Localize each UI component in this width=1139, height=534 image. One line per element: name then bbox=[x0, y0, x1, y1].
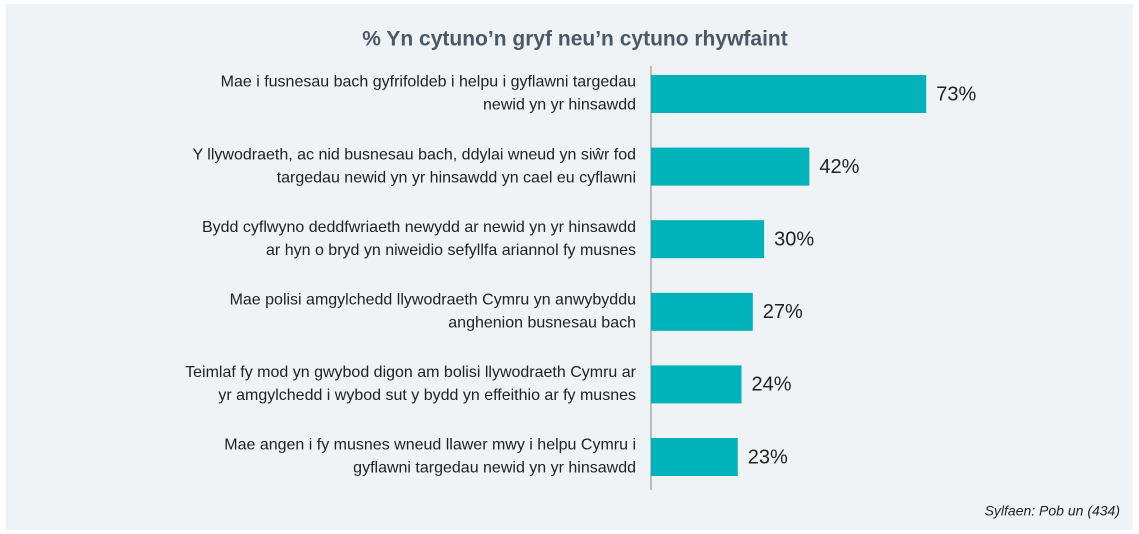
category-label: newid yn yr hinsawdd bbox=[483, 97, 636, 114]
source-note: Sylfaen: Pob un (434) bbox=[985, 503, 1120, 519]
category-label: Y llywodraeth, ac nid busnesau bach, ddy… bbox=[192, 146, 636, 163]
bar bbox=[651, 365, 742, 404]
panel bbox=[6, 4, 1133, 530]
category-label: gyflawni targedau newid yn yr hinsawdd bbox=[353, 460, 636, 477]
bar bbox=[651, 292, 753, 331]
value-label: 23% bbox=[748, 446, 788, 468]
value-label: 24% bbox=[751, 374, 791, 396]
value-label: 30% bbox=[774, 228, 814, 250]
category-label: Bydd cyflwyno deddfwriaeth newydd ar new… bbox=[202, 219, 636, 236]
chart-title: % Yn cytuno’n gryf neu’n cytuno rhywfain… bbox=[362, 28, 787, 51]
value-label: 42% bbox=[819, 156, 859, 178]
bar bbox=[651, 147, 810, 186]
category-label: Teimlaf fy mod yn gwybod digon am bolisi… bbox=[185, 364, 637, 381]
category-label: targedau newid yn yr hinsawdd yn cael eu… bbox=[277, 169, 636, 186]
category-label: Mae i fusnesau bach gyfrifoldeb i helpu … bbox=[221, 74, 636, 91]
category-label: Mae angen i fy musnes wneud llawer mwy i… bbox=[224, 437, 636, 454]
value-label: 27% bbox=[763, 301, 803, 323]
bar bbox=[651, 220, 765, 259]
bar bbox=[651, 75, 927, 113]
category-label: yr amgylchedd i wybod sut y bydd yn effe… bbox=[218, 387, 636, 404]
category-label: ar hyn o bryd yn niweidio sefyllfa arian… bbox=[266, 242, 636, 259]
category-label: anghenion busnesau bach bbox=[448, 315, 636, 332]
value-label: 73% bbox=[936, 83, 976, 105]
category-label: Mae polisi amgylchedd llywodraeth Cymru … bbox=[230, 292, 636, 309]
bar bbox=[651, 438, 738, 476]
